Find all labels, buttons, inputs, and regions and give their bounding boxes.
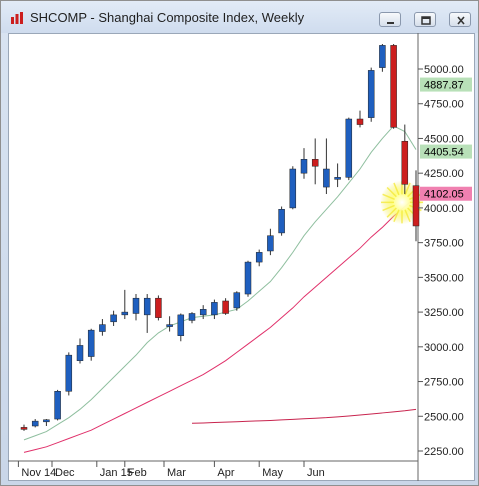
window-title: SHCOMP - Shanghai Composite Index, Weekl… — [30, 10, 305, 25]
candle-body — [267, 235, 274, 252]
ma-short-line — [23, 125, 417, 441]
candle-body — [87, 329, 95, 357]
candle-body — [121, 311, 129, 316]
candles — [20, 43, 420, 431]
x-tick-label: Jun — [307, 467, 325, 479]
price-tags: 4887.87 4405.54 4102.05 — [420, 77, 472, 201]
close-button[interactable] — [449, 12, 471, 27]
y-tick-label: 3750.00 — [424, 238, 464, 250]
chart-app-icon — [11, 12, 23, 24]
y-tick-label: 4500.00 — [424, 133, 464, 145]
glow-ray — [386, 186, 397, 198]
candle-body — [20, 427, 28, 430]
candle-body — [412, 185, 420, 227]
x-tick-label: May — [262, 467, 283, 479]
ma-long-line — [23, 196, 417, 453]
candle-body — [278, 209, 285, 234]
axes-lines — [8, 33, 419, 481]
x-tick-label: Mar — [167, 467, 186, 479]
candle-body — [199, 309, 207, 316]
candle-body — [43, 419, 50, 423]
candle-body — [155, 297, 162, 318]
candle-body — [65, 354, 73, 392]
candle-body — [390, 45, 397, 128]
y-tick-label: 4000.00 — [424, 203, 464, 215]
candle-body — [311, 159, 319, 167]
glow-ray — [386, 207, 397, 218]
y-tick-label: 3500.00 — [424, 272, 464, 284]
y-tick-label: 3000.00 — [424, 342, 464, 354]
y-tick-label: 5000.00 — [424, 64, 464, 76]
candle-body — [132, 297, 140, 314]
restore-icon — [421, 16, 431, 25]
candle-body — [31, 420, 39, 427]
glow-ray — [404, 182, 411, 196]
candle-body — [367, 70, 375, 118]
candle-body — [211, 302, 218, 316]
price-tag-label: 4887.87 — [424, 80, 464, 92]
ma-very-long-line — [191, 408, 417, 424]
x-tick-label: Nov 14 — [21, 467, 56, 479]
candlestick-chart[interactable]: 5000.00 4750.00 4500.00 4250.00 4000.00 3750.… — [8, 33, 475, 481]
candle-body — [233, 292, 241, 309]
price-tag-box — [420, 77, 472, 92]
candle-body — [345, 118, 353, 178]
candle-body — [255, 252, 263, 263]
candle-body — [379, 45, 386, 68]
glow-ray — [393, 182, 400, 196]
candle-body — [334, 177, 341, 180]
glow-ray — [382, 193, 395, 200]
restore-button[interactable] — [414, 12, 436, 27]
minimize-icon — [387, 22, 394, 24]
x-tick-label: Apr — [217, 467, 234, 479]
y-tick-label: 2500.00 — [424, 411, 464, 423]
candle-body — [401, 140, 409, 185]
candle-body — [76, 345, 84, 361]
candle-body — [177, 314, 185, 336]
x-tick-label: Dec — [55, 467, 75, 479]
y-tick-label: 3250.00 — [424, 307, 464, 319]
plot-frame — [8, 33, 475, 481]
close-icon — [457, 16, 465, 25]
candle-body — [222, 300, 229, 314]
y-tick-label: 2250.00 — [424, 446, 464, 458]
glow-ray — [404, 209, 411, 223]
candle-body — [54, 391, 61, 420]
y-tick-label: 2750.00 — [424, 377, 464, 389]
price-tag-box — [420, 186, 472, 201]
candle-body — [323, 168, 330, 188]
candle-body — [289, 168, 297, 209]
glow-ray — [382, 204, 395, 212]
candle-body — [300, 159, 308, 174]
candle-body — [110, 314, 117, 323]
candle-body — [356, 118, 364, 125]
candle-body — [244, 261, 252, 295]
x-tick-label: Feb — [128, 467, 147, 479]
moving-averages — [23, 125, 417, 453]
y-axis-ticks: 5000.00 4750.00 4500.00 4250.00 4000.00 3750.… — [418, 64, 464, 458]
x-tick-label: Jan 15 — [100, 467, 133, 479]
price-tag-box — [420, 144, 472, 159]
candle-body — [143, 297, 151, 316]
minimize-button[interactable] — [379, 12, 401, 27]
price-tag-label: 4405.54 — [424, 147, 464, 159]
candle-body — [166, 324, 173, 327]
candle-body — [99, 324, 106, 332]
title-bar[interactable]: SHCOMP - Shanghai Composite Index, Weekl… — [1, 1, 478, 33]
y-tick-label: 4750.00 — [424, 99, 464, 111]
y-tick-label: 4250.00 — [424, 168, 464, 180]
glow-ray — [393, 209, 400, 223]
price-tag-label: 4102.05 — [424, 189, 464, 201]
candle-body — [188, 313, 196, 321]
